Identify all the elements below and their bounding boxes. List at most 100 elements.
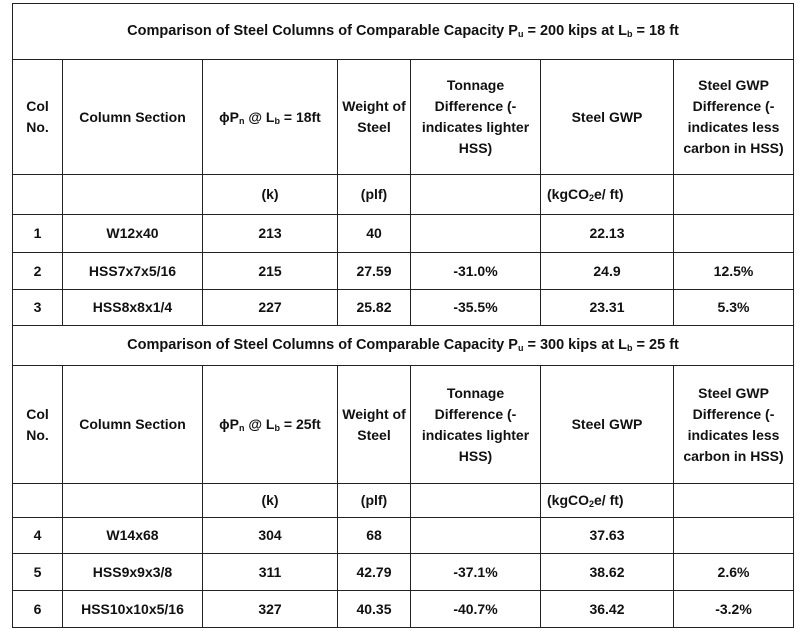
subscript: b	[627, 29, 633, 39]
cell: 36.42	[540, 590, 674, 628]
text-part: e/ ft)	[594, 492, 624, 508]
cell: 327	[202, 590, 338, 628]
cell	[62, 174, 203, 215]
data-row: 1 W12x40 213 40 22.13	[12, 214, 795, 253]
cell: Weight of Steel	[337, 365, 411, 484]
data-row: 2 HSS7x7x5/16 215 27.59 -31.0% 24.9 12.5%	[12, 252, 795, 290]
data-row: 5 HSS9x9x3/8 311 42.79 -37.1% 38.62 2.6%	[12, 553, 795, 591]
cell: Steel GWP	[540, 59, 674, 175]
cell	[410, 483, 541, 518]
text-part: ϕP	[219, 416, 239, 432]
cell: 42.79	[337, 553, 411, 591]
cell: -37.1%	[410, 553, 541, 591]
cell: Column Section	[62, 59, 203, 175]
cell: 213	[202, 214, 338, 253]
comparison-table: Comparison of Steel Columns of Comparabl…	[11, 3, 795, 628]
subscript: b	[627, 343, 633, 353]
cell: 37.63	[540, 517, 674, 554]
cell: 2	[12, 252, 63, 290]
text-part: = 300 kips at L	[523, 337, 628, 353]
text-part: ϕP	[219, 108, 239, 125]
cell	[672, 517, 795, 554]
cell: 38.62	[540, 553, 674, 591]
text-part: @ L	[244, 108, 275, 125]
cell	[672, 483, 795, 518]
header-row: Col No. Column Section ϕPn @ Lb = 25ft Weig…	[12, 365, 795, 484]
subscript: u	[517, 29, 524, 39]
cell	[410, 174, 541, 215]
cell: 3	[12, 289, 63, 326]
title-row: Comparison of Steel Columns of Comparabl…	[11, 325, 795, 366]
cell: 23.31	[540, 289, 674, 326]
subscript: u	[517, 343, 524, 353]
cell: (plf)	[337, 483, 411, 518]
cell: Steel GWP Difference (- indicates less c…	[672, 59, 795, 175]
cell	[410, 517, 541, 554]
text-part: = 25ft	[279, 416, 321, 432]
cell: 304	[202, 517, 338, 554]
text-part: = 18ft	[279, 108, 321, 125]
cell: 6	[12, 590, 63, 628]
data-row: 4 W14x68 304 68 37.63	[12, 517, 795, 554]
text-part: Comparison of Steel Columns of Comparabl…	[127, 337, 518, 353]
cell	[62, 483, 203, 518]
cell: Steel GWP Difference (- indicates less c…	[672, 365, 795, 484]
cell: W14x68	[62, 517, 203, 554]
cell	[672, 174, 795, 215]
subscript: 2	[589, 499, 595, 509]
cell: Tonnage Difference (- indicates lighter …	[410, 365, 541, 484]
subscript: b	[274, 115, 280, 126]
text-part: = 18 ft	[632, 23, 679, 39]
cell: (kgCO2e/ ft)	[540, 483, 674, 518]
cell: 5	[12, 553, 63, 591]
cell: -31.0%	[410, 252, 541, 290]
cell: 227	[202, 289, 338, 326]
text-part: = 200 kips at L	[523, 23, 628, 39]
cell: HSS7x7x5/16	[62, 252, 203, 290]
text-part: (kgCO	[547, 492, 589, 508]
cell: (k)	[202, 174, 338, 215]
cell: Col No.	[12, 59, 63, 175]
cell: 68	[337, 517, 411, 554]
units-row: (k) (plf) (kgCO2e/ ft)	[12, 174, 795, 215]
cell	[12, 174, 63, 215]
text-part: = 25 ft	[632, 337, 679, 353]
data-row: 3 HSS8x8x1/4 227 25.82 -35.5% 23.31 5.3%	[12, 289, 795, 326]
text-part: @ L	[244, 416, 275, 432]
cell: HSS8x8x1/4	[62, 289, 203, 326]
cell: W12x40	[62, 214, 203, 253]
cell: (kgCO2e/ ft)	[540, 174, 674, 215]
cell: Tonnage Difference (- indicates lighter …	[410, 59, 541, 175]
cell: 22.13	[540, 214, 674, 253]
cell: 1	[12, 214, 63, 253]
subscript: 2	[589, 193, 595, 203]
title-row: Comparison of Steel Columns of Comparabl…	[11, 3, 795, 60]
section-title: Comparison of Steel Columns of Comparabl…	[11, 325, 795, 366]
cell: 4	[12, 517, 63, 554]
cell: 27.59	[337, 252, 411, 290]
cell: HSS9x9x3/8	[62, 553, 203, 591]
cell: 215	[202, 252, 338, 290]
cell: ϕPn @ Lb = 18ft	[202, 59, 338, 175]
cell: Column Section	[62, 365, 203, 484]
cell: Steel GWP	[540, 365, 674, 484]
cell: 25.82	[337, 289, 411, 326]
section-title: Comparison of Steel Columns of Comparabl…	[11, 3, 795, 60]
cell: Weight of Steel	[337, 59, 411, 175]
cell: -3.2%	[672, 590, 795, 628]
cell: 12.5%	[672, 252, 795, 290]
subscript: n	[239, 423, 245, 433]
cell: -35.5%	[410, 289, 541, 326]
cell: -40.7%	[410, 590, 541, 628]
units-row: (k) (plf) (kgCO2e/ ft)	[12, 483, 795, 518]
cell: 311	[202, 553, 338, 591]
text-part: e/ ft)	[594, 186, 624, 202]
cell	[672, 214, 795, 253]
cell: 5.3%	[672, 289, 795, 326]
cell: (plf)	[337, 174, 411, 215]
cell: 2.6%	[672, 553, 795, 591]
cell: Col No.	[12, 365, 63, 484]
cell: HSS10x10x5/16	[62, 590, 203, 628]
text-part: (kgCO	[547, 186, 589, 202]
